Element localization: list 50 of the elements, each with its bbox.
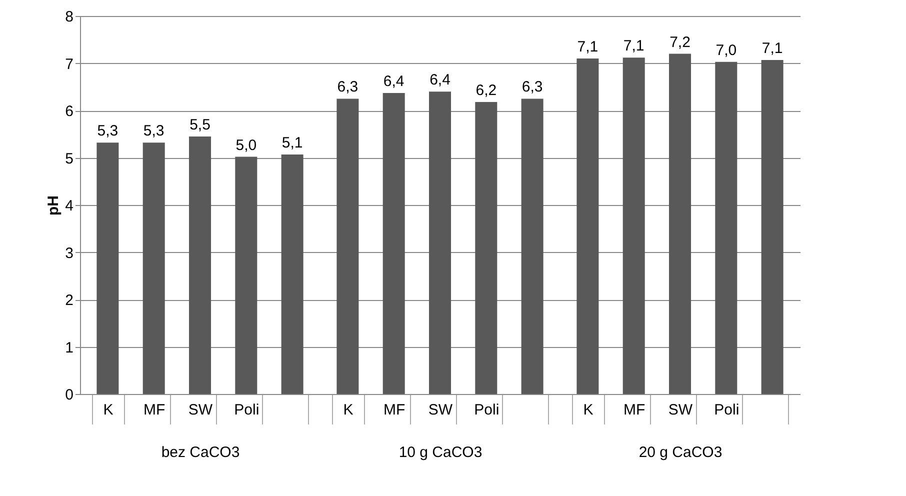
x-tick-label: SW — [668, 402, 694, 418]
x-tick-label: SW — [428, 402, 454, 418]
x-axis-title: 10 g CaCO3 — [398, 444, 482, 461]
x-axis-title: 20 g CaCO3 — [638, 444, 722, 461]
data-label: 5,3 — [143, 122, 164, 140]
y-tick-label: 8 — [65, 8, 74, 26]
x-tick-label: K — [103, 402, 114, 418]
y-tick-label: 0 — [65, 386, 74, 404]
data-label: 6,2 — [476, 82, 497, 99]
bar — [142, 142, 165, 394]
x-tick-label: MF — [144, 402, 166, 418]
data-label: 7,1 — [577, 38, 598, 56]
y-tick-label: 3 — [65, 244, 74, 262]
data-label: 7,1 — [623, 38, 644, 55]
y-tick-label: 1 — [65, 339, 74, 356]
x-tick-label: K — [343, 402, 354, 418]
data-label: 6,3 — [522, 78, 543, 96]
data-label: 6,4 — [430, 72, 450, 89]
y-tick-label: 2 — [65, 292, 74, 309]
data-label: 5,1 — [282, 134, 303, 152]
bar — [189, 136, 211, 394]
bar — [669, 54, 691, 394]
y-tick-label: 5 — [65, 150, 74, 168]
bar — [235, 156, 258, 394]
bar — [622, 58, 645, 394]
data-label: 5,5 — [190, 116, 210, 134]
bar — [96, 142, 119, 394]
x-tick-label: SW — [188, 402, 214, 418]
bar — [281, 154, 304, 394]
x-tick-label: Poli — [714, 402, 740, 418]
data-label: 7,0 — [716, 42, 737, 59]
y-tick-label: 6 — [65, 103, 74, 120]
x-tick-label: MF — [384, 402, 406, 418]
bar — [576, 58, 599, 394]
data-label: 7,1 — [762, 40, 783, 57]
bar — [761, 60, 784, 394]
data-label: 7,2 — [670, 34, 690, 51]
x-tick-label: K — [583, 402, 594, 418]
data-label: 5,0 — [236, 136, 257, 154]
y-tick-label: 7 — [65, 56, 74, 73]
data-label: 5,3 — [97, 122, 118, 140]
x-tick-label: Poli — [474, 402, 500, 418]
y-axis-title: pH — [45, 196, 62, 216]
y-tick-label: 4 — [65, 198, 74, 214]
data-label: 6,3 — [337, 78, 358, 96]
bar — [715, 62, 738, 394]
data-label: 6,4 — [383, 73, 404, 90]
x-tick-label: Poli — [234, 402, 260, 418]
x-tick-label: MF — [624, 402, 646, 418]
x-axis-title: bez CaCO3 — [161, 444, 240, 461]
